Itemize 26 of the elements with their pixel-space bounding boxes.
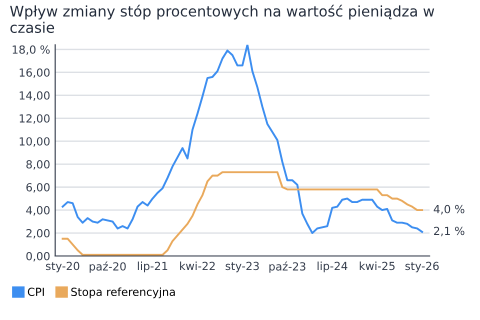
x-tick-label: lip-21 (138, 262, 168, 272)
y-tick-label: 4,00 (26, 206, 50, 216)
legend-label: CPI (28, 288, 44, 296)
legend-label: Stopa referencyjna (71, 287, 175, 298)
y-tick-label: 6,00 (26, 183, 50, 193)
y-tick-label: 16,00 (20, 68, 50, 78)
y-tick-label: 18,0 % (12, 45, 50, 55)
annotation: 4,0 % (434, 204, 464, 214)
line-series (62, 44, 424, 234)
chart-title: Wpływ zmiany stóp procentowych na wartość pieniądza w czasie (10, 4, 434, 33)
y-tick-label: 14,00 (20, 91, 50, 101)
x-tick-label: sty-26 (405, 262, 439, 272)
x-tick-label: sty-20 (46, 262, 80, 272)
x-tick-label: kwi-25 (360, 262, 395, 270)
y-tick-label: 2,00 (26, 229, 50, 239)
y-tick-label: 0,00 (26, 252, 50, 262)
annotation: 2,1 % (434, 226, 464, 236)
line-series (62, 171, 424, 256)
x-tick-label: paź-23 (269, 262, 306, 273)
x-tick-label: sty-23 (226, 262, 259, 272)
y-tick-label: 12,00 (20, 114, 50, 124)
y-tick-label: 8,00 (26, 160, 50, 170)
y-tick-label: 10,00 (20, 137, 50, 147)
x-tick-label: lip-24 (318, 262, 348, 272)
x-tick-label: paź-20 (90, 262, 126, 273)
x-tick-label: kwi-22 (180, 262, 215, 270)
